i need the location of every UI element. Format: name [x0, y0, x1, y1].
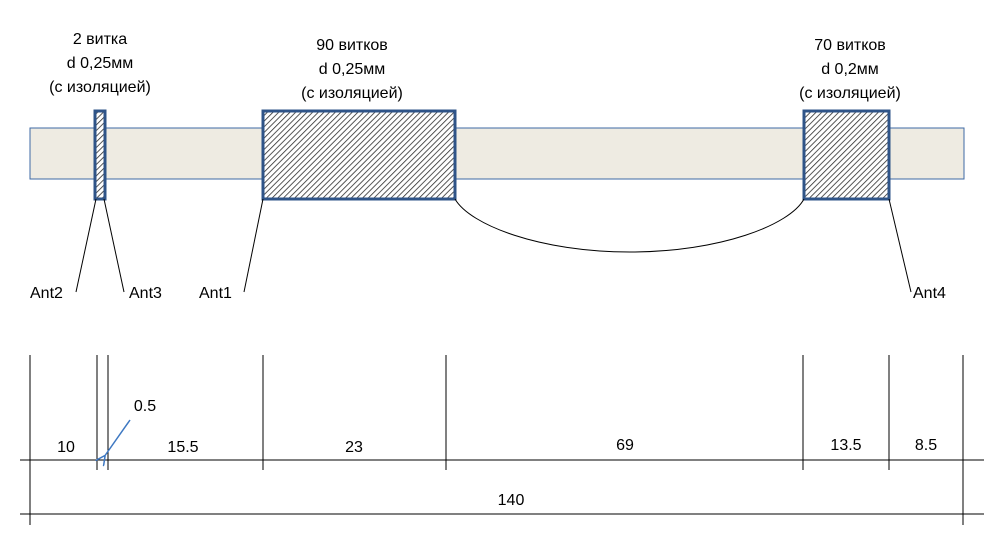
- pointer-arrow: [104, 419, 131, 457]
- dimension-segment-1: 10: [57, 439, 75, 456]
- coil-3-turns: 70 витков: [814, 37, 886, 54]
- coil-2-turns: 90 витков: [316, 37, 388, 54]
- dimension-segment-6: 13.5: [830, 437, 861, 454]
- terminal-ant2: Ant2: [30, 285, 63, 302]
- dimension-segment-2: 0.5: [134, 398, 156, 415]
- dimension-segment-7: 8.5: [915, 437, 937, 454]
- coil-1-label: 2 витка d 0,25мм (с изоляцией): [49, 31, 151, 96]
- terminal-ant3: Ant3: [129, 285, 162, 302]
- coil-connection-wire: [454, 198, 805, 253]
- coil-3-label: 70 витков d 0,2мм (с изоляцией): [799, 37, 901, 102]
- dimension-total: 140: [498, 492, 525, 509]
- coil-2-wire: d 0,25мм: [319, 61, 385, 78]
- dimension-lines: [20, 355, 984, 525]
- dimension-segment-4: 23: [345, 439, 363, 456]
- coil-3-winding: [802, 109, 891, 201]
- coil-3-insulation: (с изоляцией): [799, 85, 901, 102]
- lead-ant3: [103, 198, 125, 293]
- coil-3-wire: d 0,2мм: [821, 61, 879, 78]
- lead-ant4: [888, 198, 912, 293]
- dimension-segment-5: 69: [616, 437, 634, 454]
- terminal-ant4: Ant4: [913, 285, 946, 302]
- terminal-ant1: Ant1: [199, 285, 232, 302]
- coil-1-wire: d 0,25мм: [67, 55, 133, 72]
- coil-1-insulation: (с изоляцией): [49, 79, 151, 96]
- dimension-segment-3: 15.5: [167, 439, 198, 456]
- coil-2-insulation: (с изоляцией): [301, 85, 403, 102]
- lead-ant2: [75, 198, 97, 293]
- coil-1-turns: 2 витка: [73, 31, 127, 48]
- lead-ant1: [243, 198, 264, 293]
- coil-2-label: 90 витков d 0,25мм (с изоляцией): [301, 37, 403, 102]
- coil-2-winding: [261, 109, 457, 201]
- coil-1-winding: [93, 109, 107, 201]
